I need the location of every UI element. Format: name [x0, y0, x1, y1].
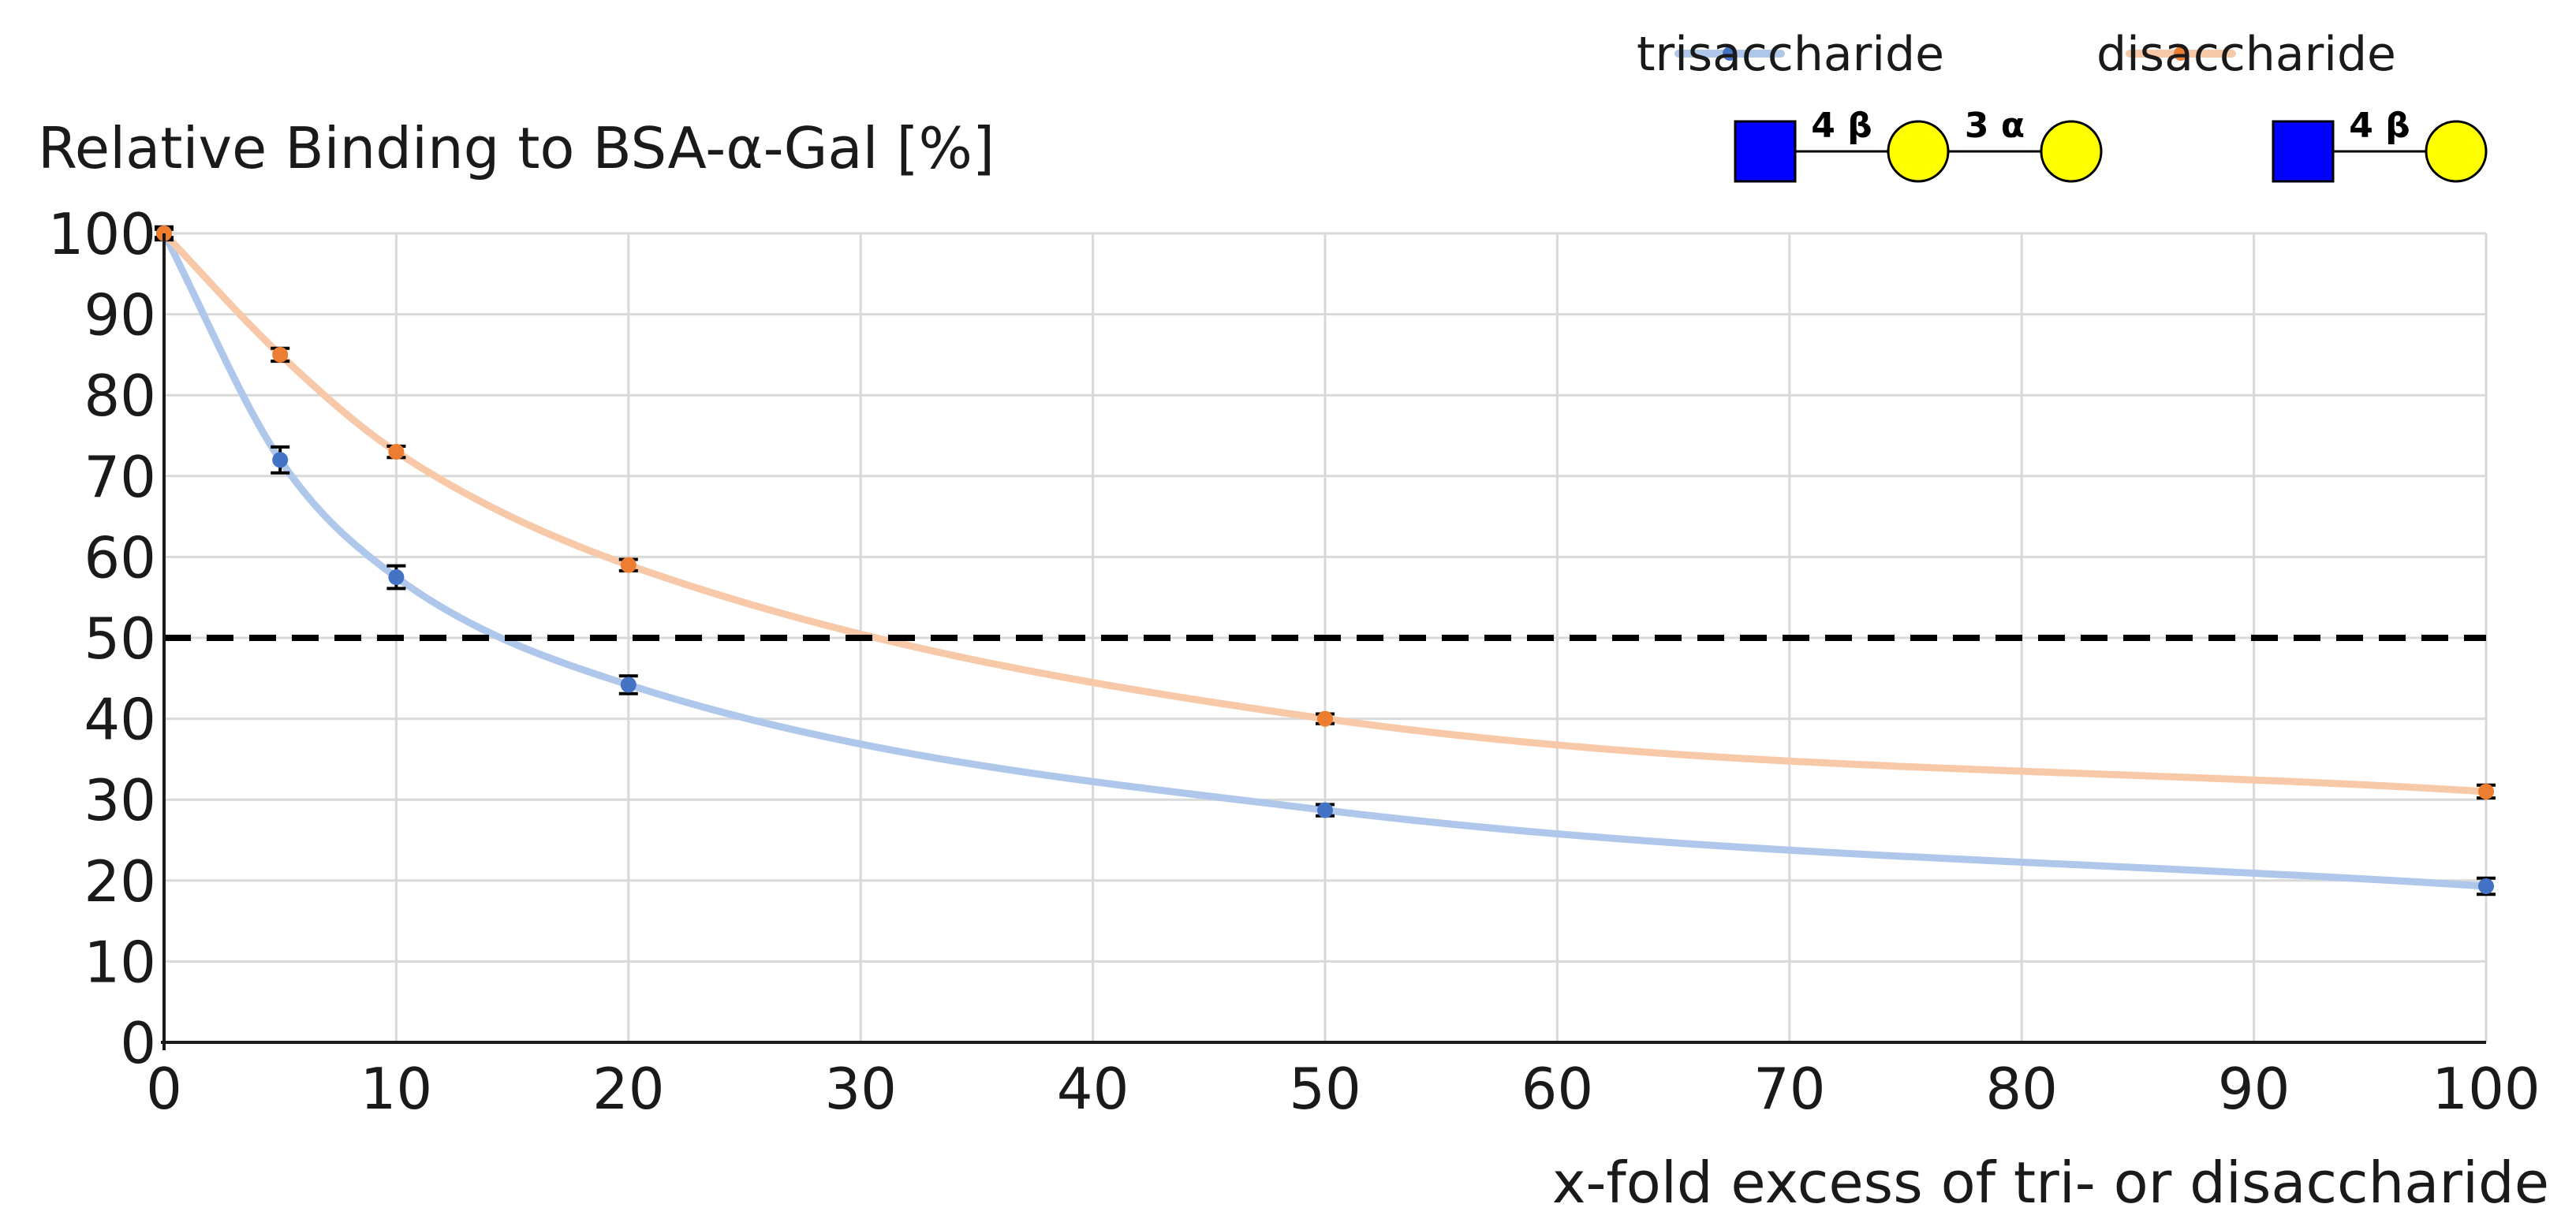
marker-trisaccharide-20: [620, 676, 637, 693]
y-tick-label-0: 0: [120, 1010, 156, 1076]
glycan-linkage-trisaccharide-2: 3 α: [1965, 106, 2025, 146]
y-tick-label-70: 70: [84, 444, 156, 510]
glycan-trisaccharide: 4 β 3 α: [1734, 106, 2103, 183]
marker-trisaccharide-100: [2478, 878, 2494, 894]
glycan-circle-trisaccharide-2: [2040, 120, 2103, 183]
y-tick-label-30: 30: [84, 767, 156, 833]
x-axis-title: x-fold excess of tri- or disaccharide: [1552, 1150, 2549, 1216]
x-tick-label-80: 80: [1985, 1056, 2058, 1122]
glycan-square-trisaccharide-0: [1734, 120, 1797, 183]
y-tick-label-10: 10: [84, 929, 156, 995]
glycan-linkage-disaccharide-1: 4 β: [2349, 106, 2410, 146]
x-tick-label-100: 100: [2432, 1056, 2540, 1122]
legend: trisaccharide 4 β 3 α disaccharide 4 β: [1637, 27, 2488, 183]
glycan-linkage-trisaccharide-1: 4 β: [1811, 106, 1872, 146]
x-tick-label-40: 40: [1057, 1056, 1129, 1122]
marker-trisaccharide-50: [1317, 802, 1333, 818]
legend-item-disaccharide: disaccharide: [2096, 27, 2396, 82]
x-tick-label-10: 10: [360, 1056, 433, 1122]
x-tick-label-20: 20: [592, 1056, 665, 1122]
glycan-disaccharide: 4 β: [2272, 106, 2488, 183]
data-point-disaccharide-50: [1316, 710, 1335, 727]
data-point-trisaccharide-5: [271, 445, 290, 475]
glycan-circle-trisaccharide-1: [1887, 120, 1950, 183]
marker-disaccharide-100: [2478, 783, 2494, 800]
data-point-disaccharide-20: [618, 557, 638, 573]
marker-trisaccharide-10: [388, 569, 405, 586]
legend-item-trisaccharide: trisaccharide: [1637, 27, 1944, 82]
y-tick-label-50: 50: [84, 606, 156, 672]
x-tick-label-0: 0: [146, 1056, 182, 1122]
data-points: [155, 225, 2496, 896]
data-point-disaccharide-100: [2477, 783, 2496, 800]
x-tick-label-30: 30: [824, 1056, 897, 1122]
y-tick-label-40: 40: [84, 687, 156, 753]
data-point-disaccharide-5: [271, 346, 290, 363]
legend-label-trisaccharide: trisaccharide: [1637, 27, 1944, 82]
data-point-trisaccharide-50: [1316, 802, 1335, 818]
data-point-disaccharide-10: [386, 444, 406, 460]
marker-disaccharide-50: [1317, 710, 1333, 727]
y-tick-label-20: 20: [84, 848, 156, 915]
y-tick-label-60: 60: [84, 524, 156, 591]
legend-label-disaccharide: disaccharide: [2096, 27, 2396, 82]
marker-disaccharide-20: [620, 557, 637, 573]
x-tick-label-50: 50: [1289, 1056, 1361, 1122]
x-tick-label-90: 90: [2218, 1056, 2290, 1122]
data-point-trisaccharide-20: [618, 674, 638, 695]
y-tick-label-80: 80: [84, 363, 156, 429]
marker-trisaccharide-5: [272, 452, 289, 468]
y-axis-title: Relative Binding to BSA-α-Gal [%]: [38, 115, 995, 181]
data-point-trisaccharide-100: [2477, 876, 2496, 896]
data-point-trisaccharide-10: [386, 564, 406, 591]
y-tick-label-100: 100: [48, 201, 156, 267]
marker-disaccharide-10: [388, 444, 405, 460]
marker-disaccharide-5: [272, 346, 289, 363]
fit-curves: [160, 229, 2490, 890]
x-tick-label-70: 70: [1753, 1056, 1826, 1122]
x-tick-label-60: 60: [1521, 1056, 1594, 1122]
y-tick-label-90: 90: [84, 282, 156, 348]
glycan-square-disaccharide-0: [2272, 120, 2335, 183]
legend-marker-disaccharide: [2174, 47, 2188, 61]
fit-curve-disaccharide: [160, 229, 2490, 796]
legend-marker-trisaccharide: [1723, 47, 1737, 61]
axes: 0 10 20 30 40 50 60 70 80 90 100 0 10 20 30 40 50 60 70 80 9…: [48, 201, 2541, 1122]
glycan-circle-disaccharide-1: [2425, 120, 2488, 183]
fit-curve-trisaccharide: [160, 229, 2490, 890]
